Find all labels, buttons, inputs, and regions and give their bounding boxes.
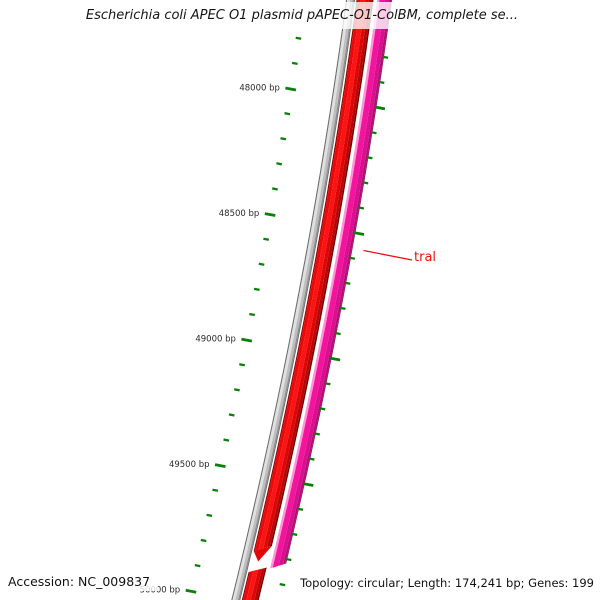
magenta-gene-band[interactable] (270, 0, 393, 569)
gene-label-tral[interactable]: tral (414, 250, 437, 265)
ruler-label: 49000 bp (195, 335, 236, 345)
topology-text: Topology: circular; Length: 174,241 bp; … (298, 575, 596, 591)
red-gene-upper-band[interactable] (253, 0, 374, 562)
ruler-ticks (185, 36, 389, 594)
gene-label-leader-line (363, 249, 413, 261)
ruler-label: 48500 bp (219, 209, 260, 219)
ruler-label: 49500 bp (169, 460, 210, 470)
accession-text: Accession: NC_009837 (6, 573, 159, 591)
red-gene-arrowhead (253, 546, 272, 562)
map-title: Escherichia coli APEC O1 plasmid pAPEC-O… (52, 2, 552, 29)
ruler-label: 50000 bp (140, 586, 181, 596)
ruler-tick-labels: 48000 bp 48500 bp 49000 bp 49500 bp 50000 bp (140, 84, 280, 596)
red-gene-lower-band[interactable] (241, 567, 267, 600)
ruler-label: 48000 bp (239, 84, 280, 94)
